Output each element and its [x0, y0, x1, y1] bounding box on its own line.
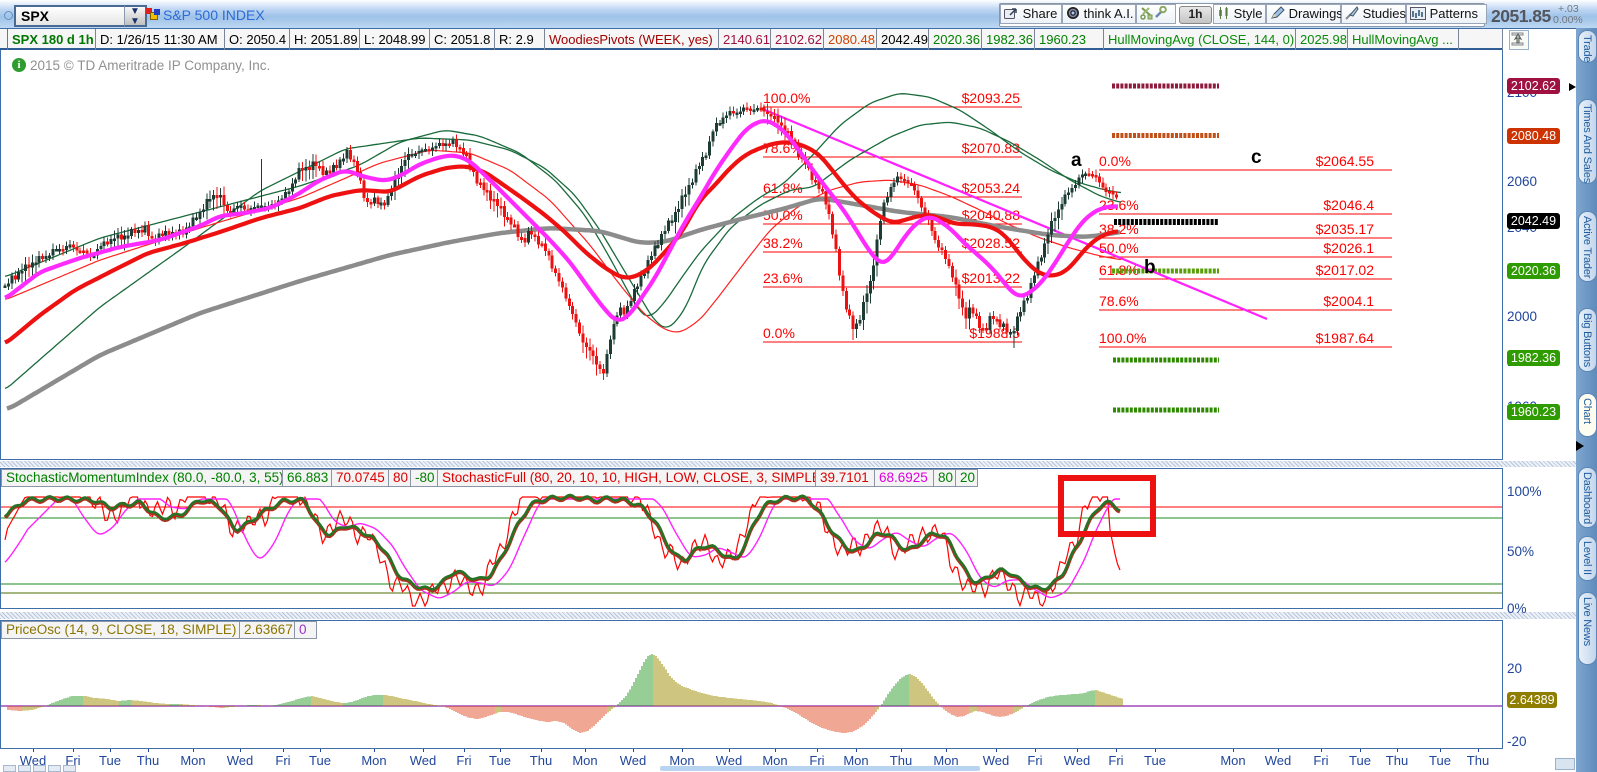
svg-text:b: b [1144, 257, 1156, 278]
svg-text:38.2%: 38.2% [763, 235, 803, 251]
svg-text:$1987.64: $1987.64 [1316, 330, 1375, 346]
svg-text:c: c [1251, 147, 1262, 168]
svg-text:$2013.22: $2013.22 [962, 270, 1021, 286]
svg-text:61.8%: 61.8% [763, 180, 803, 196]
svg-text:100.0%: 100.0% [1099, 330, 1146, 346]
svg-text:$2046.4: $2046.4 [1323, 197, 1374, 213]
svg-text:0.0%: 0.0% [1099, 153, 1131, 169]
svg-text:$2035.17: $2035.17 [1316, 221, 1375, 237]
svg-text:$2093.25: $2093.25 [962, 90, 1021, 106]
svg-text:0.0%: 0.0% [763, 325, 795, 341]
svg-text:78.6%: 78.6% [1099, 293, 1139, 309]
svg-text:100.0%: 100.0% [763, 90, 810, 106]
svg-text:$2053.24: $2053.24 [962, 180, 1021, 196]
svg-text:a: a [1071, 150, 1082, 171]
svg-text:50.0%: 50.0% [1099, 240, 1139, 256]
svg-text:23.6%: 23.6% [763, 270, 803, 286]
svg-text:$2004.1: $2004.1 [1323, 293, 1374, 309]
svg-text:$2070.83: $2070.83 [962, 140, 1021, 156]
svg-text:$2026.1: $2026.1 [1323, 240, 1374, 256]
svg-text:$2017.02: $2017.02 [1316, 262, 1375, 278]
svg-text:$2064.55: $2064.55 [1316, 153, 1375, 169]
svg-text:23.6%: 23.6% [1099, 197, 1139, 213]
